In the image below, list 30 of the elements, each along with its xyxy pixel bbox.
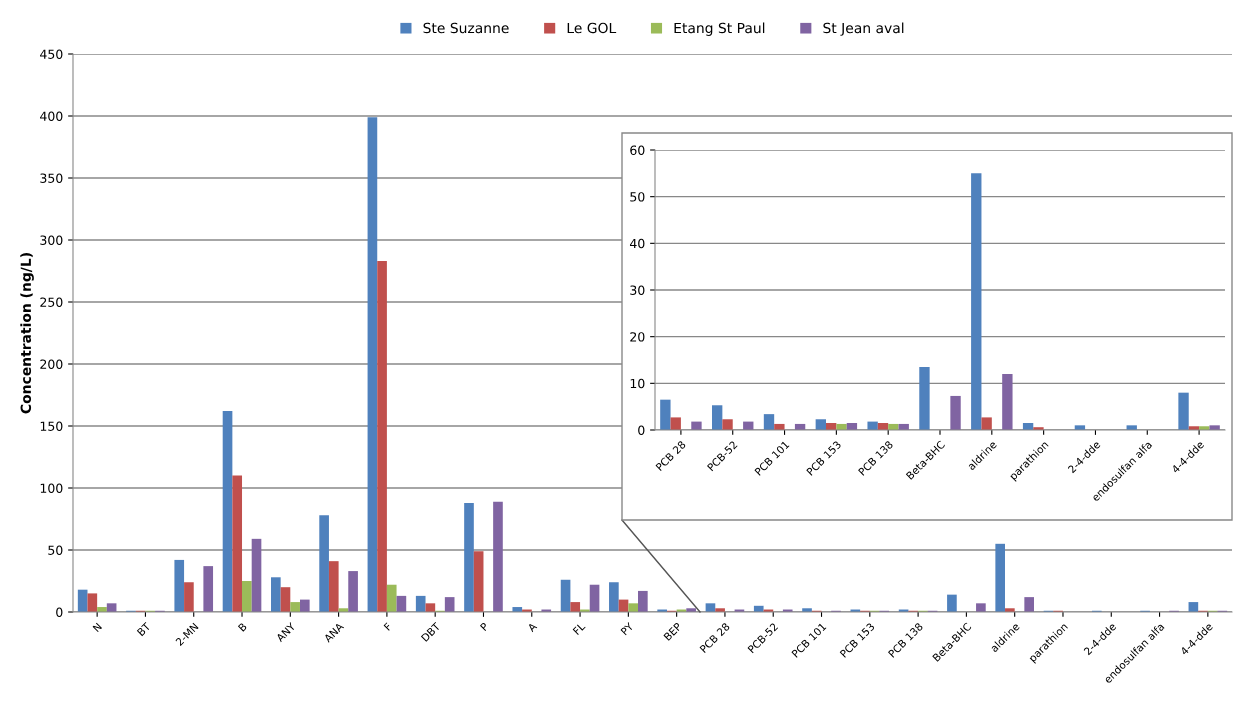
y-axis-title: Concentration (ng/L) [20, 253, 34, 414]
legend-label: Le GOL [567, 22, 617, 34]
x-tick-label: P [479, 622, 489, 632]
x-tick-label: BT [136, 621, 152, 637]
y-tick-label: 450 [40, 49, 63, 59]
y-tick-label: 200 [40, 359, 63, 369]
legend-label: Ste Suzanne [423, 22, 509, 34]
legend-label: St Jean aval [823, 22, 904, 36]
y-tick-label: 100 [40, 483, 63, 493]
y-tick-label: 50 [48, 545, 63, 555]
y-tick-label: 50 [630, 192, 645, 202]
x-tick-label: N [92, 622, 103, 633]
y-tick-label: 350 [40, 173, 63, 183]
x-tick-label: A [527, 622, 538, 633]
y-tick-label: 30 [630, 285, 645, 295]
y-tick-label: 300 [40, 235, 63, 245]
x-tick-label: B [237, 622, 248, 632]
x-tick-label: PY [620, 621, 634, 636]
x-tick-label: FL [572, 621, 586, 635]
legend-label: Etang St Paul [674, 22, 765, 36]
y-tick-label: 400 [40, 111, 63, 121]
y-tick-label: 0 [638, 425, 645, 435]
y-tick-label: 150 [40, 421, 63, 431]
y-tick-label: 10 [630, 378, 645, 389]
y-tick-label: 20 [630, 332, 645, 342]
y-tick-label: 40 [629, 238, 645, 249]
y-tick-label: 60 [630, 145, 645, 155]
y-tick-label: 0 [56, 607, 63, 617]
x-tick-label: F [383, 622, 393, 631]
y-tick-label: 250 [40, 297, 63, 307]
